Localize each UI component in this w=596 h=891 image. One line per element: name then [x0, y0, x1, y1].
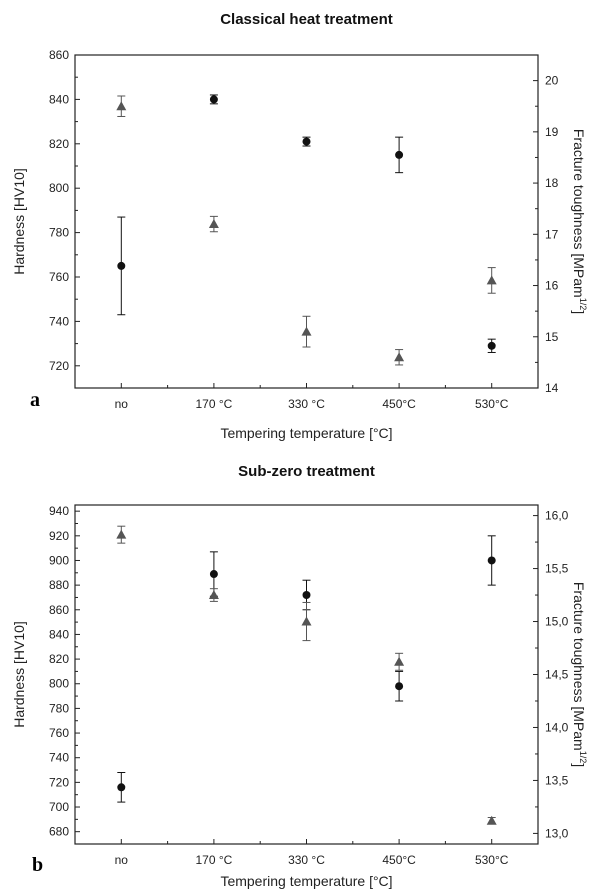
triangle-point [116, 101, 127, 111]
y-right-axis-label: Fracture toughness [MPam1/2] [571, 129, 588, 314]
y-left-tick-label: 760 [49, 726, 69, 740]
chart-title: Classical heat treatment [220, 11, 393, 28]
x-axis-label: Tempering temperature [°C] [220, 873, 392, 889]
circle-point [395, 150, 404, 159]
y-right-tick-label: 19 [545, 125, 559, 139]
triangle-point [486, 275, 497, 285]
y-right-tick-label: 16,0 [545, 509, 569, 523]
y-left-tick-label: 840 [49, 627, 69, 641]
triangle-point [301, 616, 312, 626]
circle-point [302, 137, 311, 146]
y-left-axis-label: Hardness [HV10] [11, 168, 27, 275]
y-right-tick-label: 15 [545, 330, 559, 344]
chart-panel-b: Sub-zero treatment 680 700 720 740 760 780 800 8… [11, 463, 588, 889]
triangle-point [208, 590, 219, 600]
y-left-tick-label: 720 [49, 775, 69, 789]
circle-point [487, 341, 496, 350]
chart-panel-a: Classical heat treatment 720 740 760 780 800 8… [11, 11, 588, 441]
x-tick-label: no [115, 397, 129, 411]
y-left-tick-label: 780 [49, 226, 69, 240]
y-right-tick-label: 14,5 [545, 668, 569, 682]
triangle-point [394, 352, 405, 362]
triangle-point [208, 219, 219, 229]
y-left-tick-label: 740 [49, 751, 69, 765]
x-tick-label: 170 °C [195, 853, 232, 867]
y-right-tick-label: 17 [545, 227, 559, 241]
x-axis-label: Tempering temperature [°C] [220, 425, 392, 441]
y-left-tick-label: 800 [49, 677, 69, 691]
y-left-tick-label: 680 [49, 825, 69, 839]
y-left-tick-label: 880 [49, 578, 69, 592]
y-right-axis-label: Fracture toughness [MPam1/2] [571, 582, 588, 767]
circle-point [487, 556, 496, 565]
y-right-tick-label: 13,5 [545, 773, 569, 787]
y-left-tick-label: 940 [49, 504, 69, 518]
y-right-axis-label-main: Fracture toughness [MPam [571, 582, 587, 751]
y-right-tick-label: 16 [545, 279, 559, 293]
y-right-axis-label-close: ] [571, 310, 587, 314]
y-right-tick-label: 18 [545, 176, 559, 190]
triangle-point [116, 529, 127, 539]
circle-point [302, 590, 311, 599]
circle-point [209, 570, 218, 579]
y-left-tick-label: 860 [49, 603, 69, 617]
y-left-tick-label: 860 [49, 48, 69, 62]
y-right-tick-label: 15,5 [545, 562, 569, 576]
x-tick-label: 450°C [382, 397, 416, 411]
y-right-tick-label: 20 [545, 74, 559, 88]
y-left-tick-label: 820 [49, 652, 69, 666]
x-tick-label: no [115, 853, 129, 867]
y-left-tick-label: 820 [49, 137, 69, 151]
y-left-tick-label: 760 [49, 270, 69, 284]
triangle-point [301, 326, 312, 336]
x-tick-label: 530°C [475, 853, 509, 867]
y-right-tick-label: 15,0 [545, 615, 569, 629]
circle-point [117, 783, 126, 792]
chart-title: Sub-zero treatment [238, 463, 375, 480]
y-left-tick-label: 740 [49, 314, 69, 328]
y-left-tick-label: 780 [49, 701, 69, 715]
panel-label: a [30, 389, 40, 411]
x-tick-label: 450°C [382, 853, 416, 867]
y-left-tick-label: 840 [49, 92, 69, 106]
x-tick-label: 530°C [475, 397, 509, 411]
y-right-tick-label: 14 [545, 381, 559, 395]
plot-frame [74, 504, 539, 845]
triangle-point [486, 815, 497, 825]
circle-point [209, 95, 218, 104]
y-left-tick-label: 720 [49, 359, 69, 373]
triangle-point [394, 656, 405, 666]
y-right-axis-label-close: ] [571, 763, 587, 767]
y-left-tick-label: 920 [49, 529, 69, 543]
y-right-axis-label-exponent: 1/2 [578, 751, 588, 764]
y-right-tick-label: 13,0 [545, 826, 569, 840]
y-left-tick-label: 800 [49, 181, 69, 195]
x-tick-label: 330 °C [288, 853, 325, 867]
circle-point [117, 261, 126, 270]
y-right-tick-label: 14,0 [545, 720, 569, 734]
x-tick-label: 170 °C [195, 397, 232, 411]
y-left-axis-label: Hardness [HV10] [11, 621, 27, 728]
y-right-axis-label-exponent: 1/2 [578, 298, 588, 311]
x-tick-label: 330 °C [288, 397, 325, 411]
y-right-axis-label-main: Fracture toughness [MPam [571, 129, 587, 298]
y-left-tick-label: 900 [49, 553, 69, 567]
circle-point [395, 682, 404, 691]
panel-label: b [32, 854, 43, 876]
y-left-tick-label: 700 [49, 800, 69, 814]
